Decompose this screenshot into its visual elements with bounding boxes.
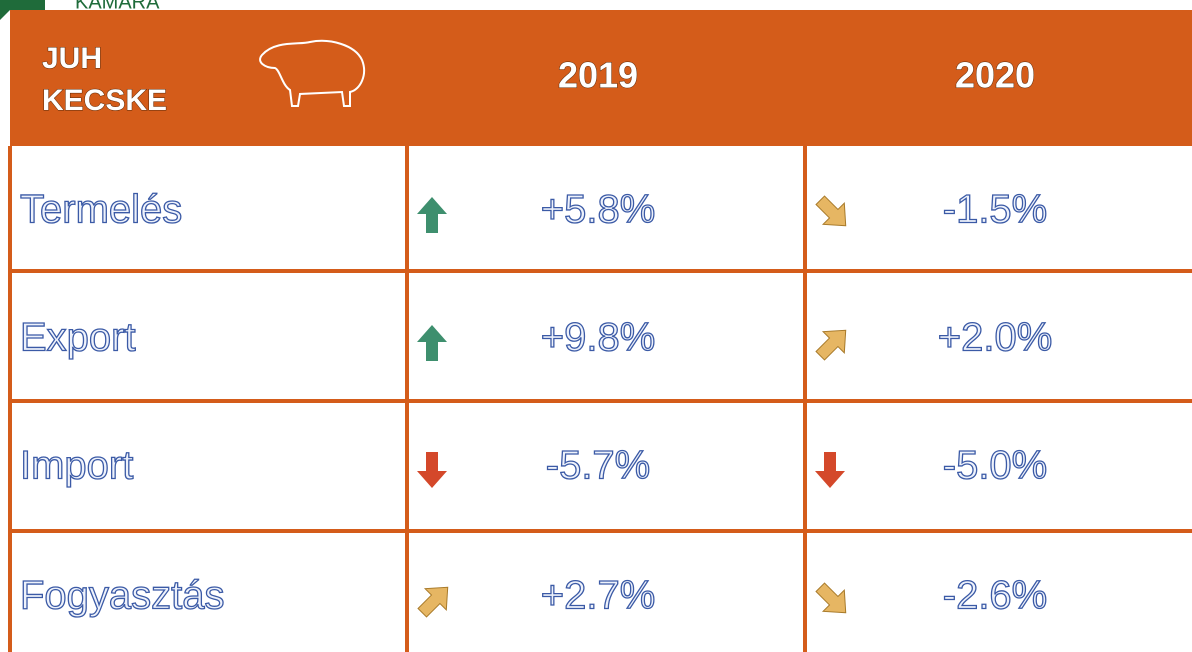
value: +2.0%	[938, 316, 1053, 360]
logo-text: KAMARA	[75, 0, 160, 13]
trend-icon	[417, 452, 447, 488]
value: -5.7%	[546, 444, 651, 488]
value: -5.0%	[943, 444, 1048, 488]
trend-icon	[809, 189, 857, 237]
value: +5.8%	[541, 188, 656, 232]
trend-icon	[411, 576, 459, 624]
row-label: Export	[20, 316, 136, 360]
sheep-icon	[259, 40, 366, 107]
row-label: Import	[20, 444, 133, 488]
value: -1.5%	[943, 188, 1048, 232]
trend-icon	[809, 319, 857, 367]
trend-icon	[417, 197, 447, 233]
column-header: 2019	[558, 55, 638, 96]
trend-icon	[815, 452, 845, 488]
trend-icon	[417, 325, 447, 361]
trend-icon	[809, 576, 857, 624]
value: +9.8%	[541, 316, 656, 360]
value: -2.6%	[943, 574, 1048, 618]
row-label: Termelés	[20, 188, 182, 232]
header-title: KECSKE	[42, 84, 167, 117]
header-title: JUH	[42, 42, 102, 75]
value: +2.7%	[541, 574, 656, 618]
header-bar	[10, 10, 1192, 146]
column-header: 2020	[955, 55, 1035, 96]
row-label: Fogyasztás	[20, 574, 225, 618]
